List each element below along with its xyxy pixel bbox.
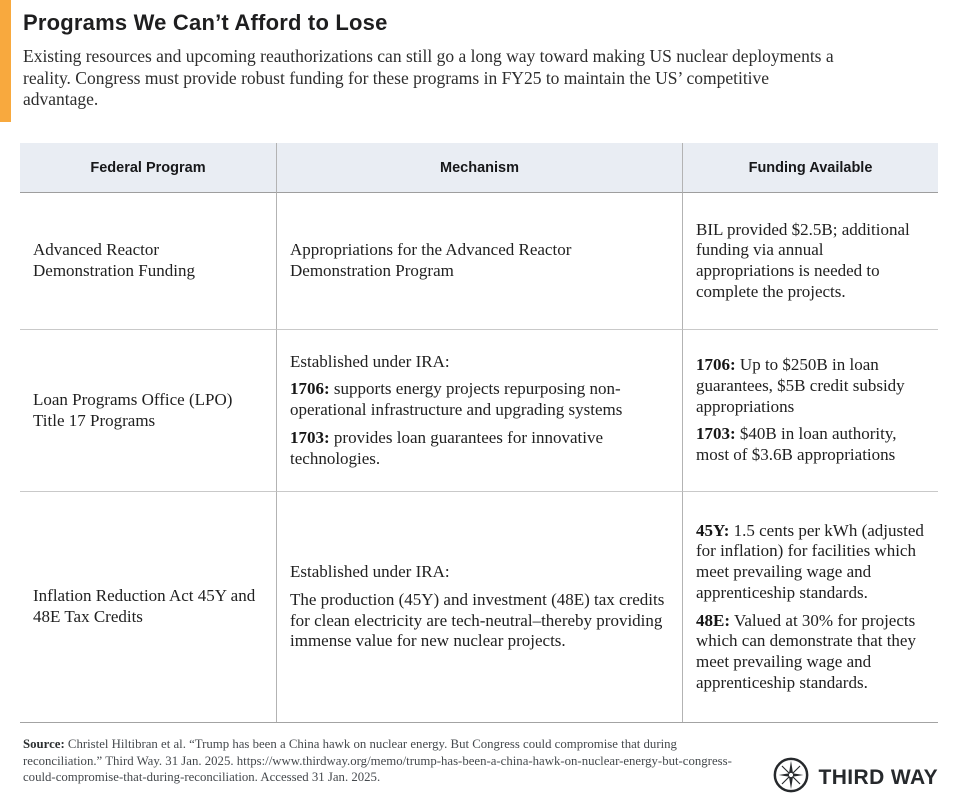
funding-text: 1706: Up to $250B in loan guarantees, $5… (696, 355, 905, 416)
cell-funding-ira-tax-credits: 45Y: 1.5 cents per kWh (adjusted for inf… (683, 492, 938, 722)
column-header-mechanism: Mechanism (277, 143, 683, 193)
funding-text: 45Y: 1.5 cents per kWh (adjusted for inf… (696, 520, 924, 602)
third-way-logo: THIRD WAY (772, 756, 939, 799)
page-subtitle: Existing resources and upcoming reauthor… (23, 46, 834, 110)
source-citation: Source: Christel Hiltibran et al. “Trump… (23, 736, 758, 786)
page-header: Programs We Can’t Afford to Lose Existin… (23, 10, 923, 111)
column-header-funding-available: Funding Available (683, 143, 938, 193)
accent-bar (0, 0, 11, 122)
cell-mechanism-advanced-reactor: Appropriations for the Advanced Reactor … (277, 193, 683, 330)
funding-text: 1703: $40B in loan authority, most of $3… (696, 424, 897, 465)
funding-text: 48E: Valued at 30% for projects which ca… (696, 610, 916, 692)
cell-funding-advanced-reactor: BIL provided $2.5B; additional funding v… (683, 193, 938, 330)
mechanism-text: 1706: supports energy projects repurposi… (290, 379, 623, 420)
logo-wordmark: THIRD WAY (818, 765, 938, 789)
programs-table: Federal Program Mechanism Funding Availa… (20, 143, 938, 723)
cell-mechanism-lpo-title-17: Established under IRA: 1706: supports en… (277, 330, 683, 492)
funding-text: BIL provided $2.5B; additional funding v… (696, 219, 910, 301)
mechanism-text: 1703: provides loan guarantees for innov… (290, 427, 603, 468)
mechanism-text: Appropriations for the Advanced Reactor … (290, 240, 572, 280)
cell-program-ira-tax-credits: Inflation Reduction Act 45Y and 48E Tax … (20, 492, 277, 722)
cell-program-lpo-title-17: Loan Programs Office (LPO) Title 17 Prog… (20, 330, 277, 492)
compass-icon (772, 756, 810, 799)
mechanism-text: Established under IRA: (290, 351, 450, 371)
source-text: Source: Christel Hiltibran et al. “Trump… (23, 737, 732, 785)
column-header-federal-program: Federal Program (20, 143, 277, 193)
cell-program-advanced-reactor: Advanced Reactor Demonstration Funding (20, 193, 277, 330)
cell-funding-lpo-title-17: 1706: Up to $250B in loan guarantees, $5… (683, 330, 938, 492)
program-name: Loan Programs Office (LPO) Title 17 Prog… (33, 389, 233, 430)
mechanism-text: The production (45Y) and investment (48E… (290, 589, 665, 651)
page-title: Programs We Can’t Afford to Lose (23, 10, 388, 35)
program-name: Inflation Reduction Act 45Y and 48E Tax … (33, 586, 256, 626)
mechanism-text: Established under IRA: (290, 562, 450, 582)
program-name: Advanced Reactor Demonstration Funding (33, 240, 195, 280)
cell-mechanism-ira-tax-credits: Established under IRA: The production (4… (277, 492, 683, 722)
